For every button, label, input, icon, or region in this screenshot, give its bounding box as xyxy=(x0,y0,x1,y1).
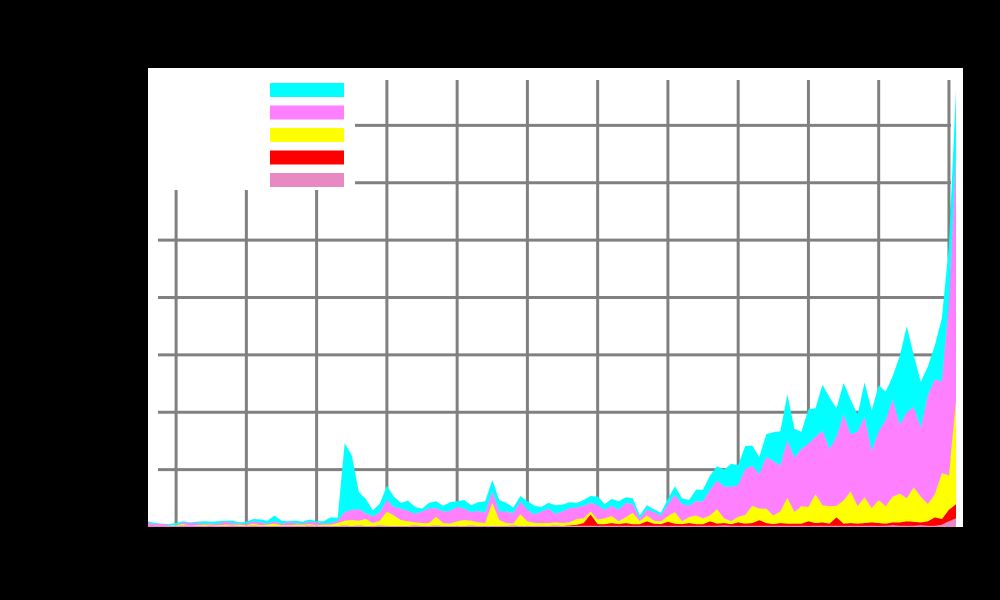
legend-swatch-0 xyxy=(270,83,344,97)
legend xyxy=(155,72,355,190)
legend-swatch-2 xyxy=(270,128,344,142)
area-layer xyxy=(148,91,956,527)
legend-swatch-3 xyxy=(270,150,344,165)
area-series-2 xyxy=(148,400,956,526)
area-series-3 xyxy=(148,154,956,526)
legend-swatch-4 xyxy=(270,173,344,187)
legend-swatch-1 xyxy=(270,105,344,120)
area-series-0 xyxy=(148,518,956,527)
area-series-1 xyxy=(148,504,956,526)
